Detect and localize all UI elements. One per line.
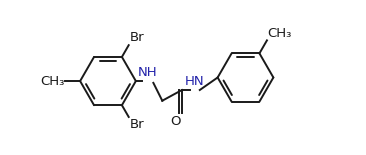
Text: HN: HN xyxy=(184,75,204,88)
Text: O: O xyxy=(170,115,181,128)
Text: Br: Br xyxy=(130,118,144,131)
Text: Br: Br xyxy=(130,31,144,44)
Text: CH₃: CH₃ xyxy=(268,27,292,40)
Text: CH₃: CH₃ xyxy=(40,75,64,88)
Text: NH: NH xyxy=(138,66,157,79)
